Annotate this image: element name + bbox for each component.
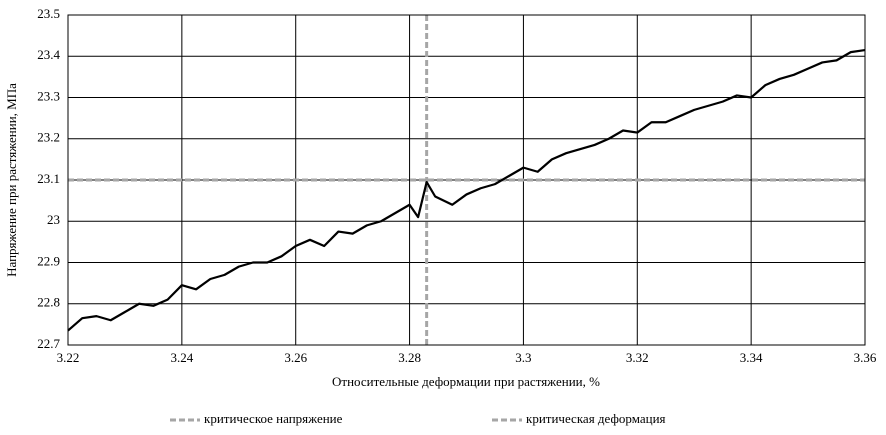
y-tick-label: 22.8 [37,295,60,310]
x-tick-label: 3.36 [854,350,877,365]
x-tick-label: 3.24 [170,350,193,365]
x-axis-title: Относительные деформации при растяжении,… [332,374,600,389]
y-tick-label: 22.7 [37,336,60,351]
x-tick-label: 3.22 [57,350,80,365]
y-tick-label: 23.1 [37,171,60,186]
legend-label: критическое напряжение [204,411,343,426]
y-tick-label: 22.9 [37,253,60,268]
data-line [67,48,866,332]
x-tick-label: 3.3 [515,350,531,365]
y-tick-label: 23.3 [37,88,60,103]
y-tick-label: 23.2 [37,130,60,145]
legend-label: критическая деформация [526,411,666,426]
x-tick-label: 3.26 [284,350,307,365]
y-tick-label: 23 [47,212,60,227]
x-tick-label: 3.32 [626,350,649,365]
x-tick-label: 3.28 [398,350,421,365]
x-tick-label: 3.34 [740,350,763,365]
y-axis-title: Напряжение при растяжении, МПа [4,83,19,277]
plot-border [67,14,866,346]
y-tick-label: 23.5 [37,6,60,21]
y-tick-label: 23.4 [37,47,60,62]
